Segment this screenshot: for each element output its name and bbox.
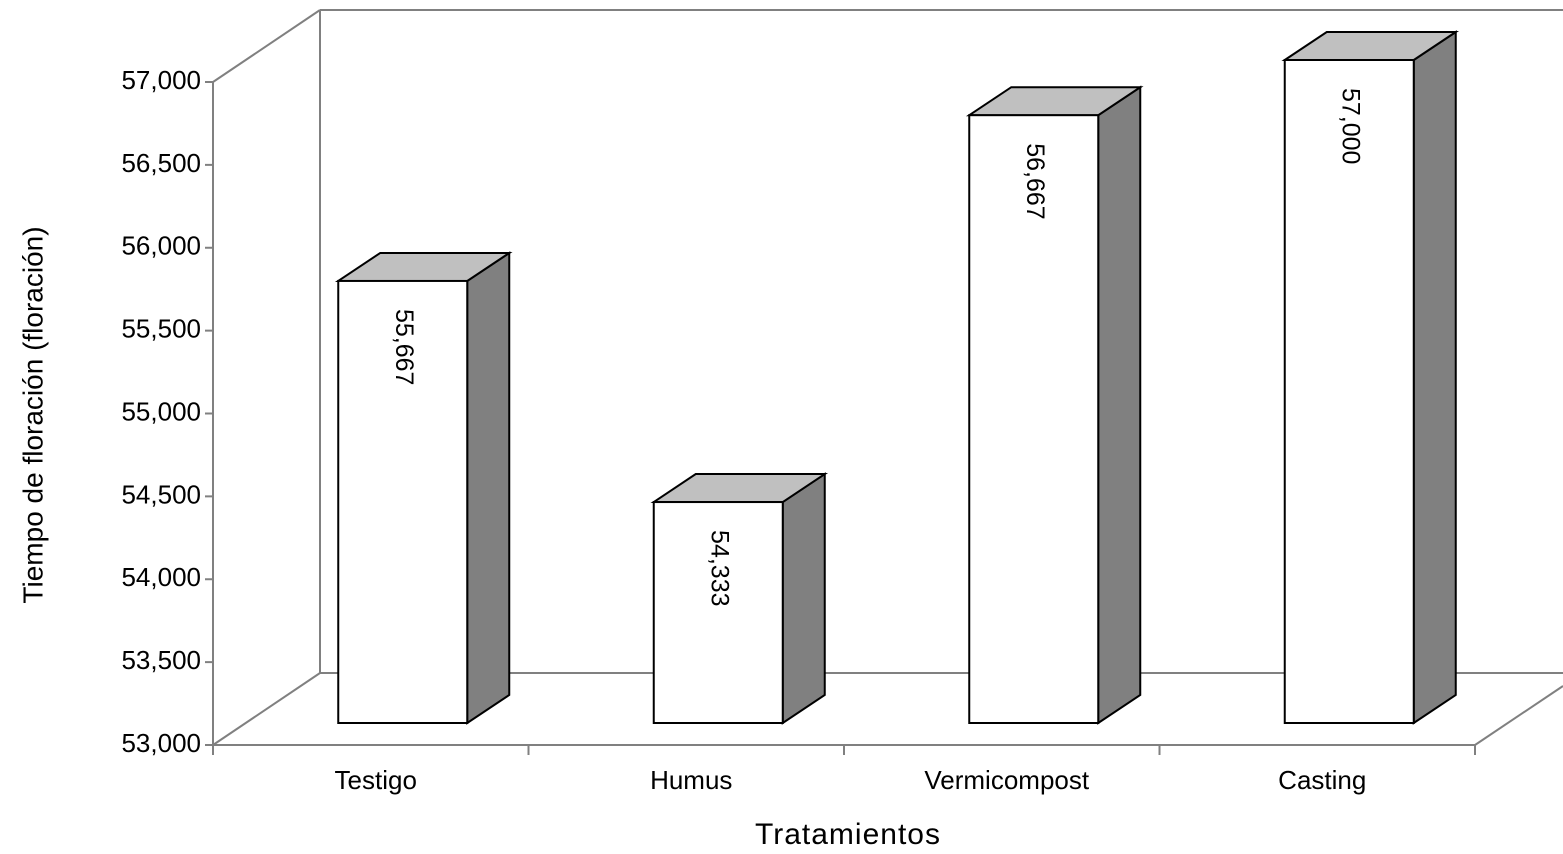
value-label: 56,667 (1021, 143, 1049, 219)
y-axis-title: Tiempo de floración (floración) (17, 226, 48, 603)
x-tick-label: Testigo (335, 765, 417, 795)
x-tick-label: Humus (650, 765, 732, 795)
y-tick-label: 56,500 (121, 148, 201, 178)
x-tick-label: Vermicompost (924, 765, 1089, 795)
y-tick-label: 54,500 (121, 479, 201, 509)
y-tick-label: 55,000 (121, 396, 201, 426)
bar-side (781, 472, 826, 725)
y-tick-label: 55,500 (121, 314, 201, 344)
bar (652, 501, 784, 724)
value-label: 57,000 (1337, 88, 1365, 164)
wall-diagonal (212, 9, 321, 83)
value-label: 55,667 (390, 309, 418, 385)
x-tick-label: Casting (1278, 765, 1366, 795)
y-tick-label: 57,000 (121, 65, 201, 95)
bar (337, 279, 469, 724)
bar (1283, 59, 1415, 724)
bar (968, 114, 1100, 724)
bar-side (1412, 30, 1457, 725)
y-tick-label: 56,000 (121, 231, 201, 261)
y-tick-label: 54,000 (121, 562, 201, 592)
bar-side (466, 251, 511, 725)
floor-diagonal (1474, 685, 1563, 746)
y-tick-label: 53,000 (121, 728, 201, 758)
floor-diagonal (212, 672, 321, 746)
value-label: 54,333 (706, 530, 734, 606)
bar-side (1097, 85, 1142, 725)
x-axis-title: Tratamientos (755, 818, 941, 851)
y-tick-label: 53,500 (121, 645, 201, 675)
